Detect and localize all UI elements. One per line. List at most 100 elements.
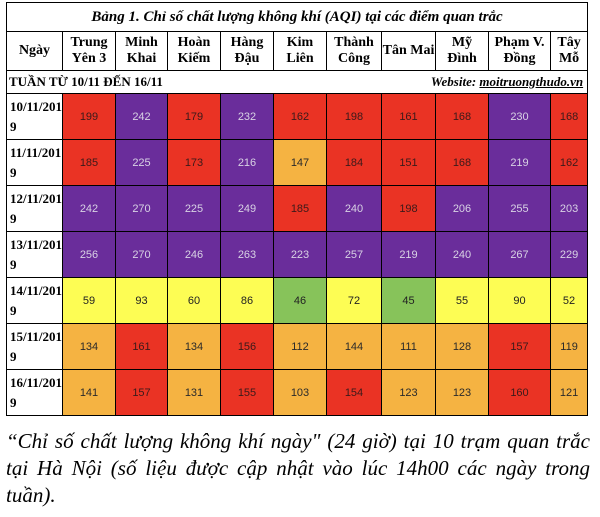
week-label: TUẦN TỪ 10/11 ĐẾN 16/11 (6, 70, 327, 94)
aqi-cell: 144 (326, 323, 382, 370)
website-label: Website: (430, 74, 477, 89)
aqi-cell: 128 (435, 323, 489, 370)
header-date: Ngày (6, 31, 63, 71)
aqi-cell: 154 (326, 369, 382, 416)
aqi-cell: 141 (62, 369, 116, 416)
aqi-cell: 230 (488, 93, 551, 140)
aqi-cell: 103 (273, 369, 327, 416)
header-station: Tân Mai (381, 31, 436, 71)
aqi-table: Bảng 1. Chỉ số chất lượng không khí (AQI… (5, 2, 589, 416)
header-row: Ngày Trung Yên 3 Minh Khai Hoàn Kiếm Hàng Đậ… (6, 31, 589, 71)
aqi-cell: 112 (273, 323, 327, 370)
table-caption: Bảng 1. Chỉ số chất lượng không khí (AQI… (5, 2, 589, 32)
aqi-cell: 45 (381, 277, 436, 324)
week-row: TUẦN TỪ 10/11 ĐẾN 16/11 Website: moitruo… (6, 70, 589, 94)
table-row: 11/11/2019 185 225 173 216 147 184 151 168 219 162 (6, 139, 589, 186)
aqi-cell: 147 (273, 139, 327, 186)
aqi-cell: 249 (220, 185, 274, 232)
website-cell: Website: moitruongthudo.vn (326, 70, 589, 94)
aqi-cell: 225 (115, 139, 168, 186)
aqi-cell: 131 (167, 369, 221, 416)
date-cell: 11/11/2019 (6, 139, 63, 186)
aqi-cell: 93 (115, 277, 168, 324)
aqi-cell: 173 (167, 139, 221, 186)
aqi-cell: 225 (167, 185, 221, 232)
date-cell: 14/11/2019 (6, 277, 63, 324)
aqi-cell: 121 (549, 369, 589, 416)
header-station: Thành Công (326, 31, 382, 71)
date-cell: 15/11/2019 (6, 323, 63, 370)
aqi-cell: 242 (115, 93, 168, 140)
aqi-cell: 134 (167, 323, 221, 370)
aqi-cell: 185 (62, 139, 116, 186)
date-cell: 13/11/2019 (6, 231, 63, 278)
aqi-cell: 179 (167, 93, 221, 140)
aqi-cell: 223 (273, 231, 327, 278)
aqi-cell: 185 (273, 185, 327, 232)
aqi-cell: 242 (62, 185, 116, 232)
aqi-cell: 240 (326, 185, 382, 232)
aqi-cell: 160 (488, 369, 551, 416)
aqi-cell: 123 (435, 369, 489, 416)
aqi-cell: 168 (435, 139, 489, 186)
aqi-cell: 151 (381, 139, 436, 186)
aqi-cell: 168 (435, 93, 489, 140)
header-station: Hàng Đậu (220, 31, 274, 71)
aqi-cell: 232 (220, 93, 274, 140)
header-station: Trung Yên 3 (62, 31, 116, 71)
aqi-cell: 161 (115, 323, 168, 370)
aqi-cell: 203 (549, 185, 589, 232)
aqi-cell: 219 (488, 139, 551, 186)
date-cell: 16/11/2019 (6, 369, 63, 416)
aqi-cell: 219 (381, 231, 436, 278)
aqi-cell: 199 (62, 93, 116, 140)
aqi-cell: 155 (220, 369, 274, 416)
aqi-cell: 59 (62, 277, 116, 324)
aqi-cell: 134 (62, 323, 116, 370)
aqi-cell: 256 (62, 231, 116, 278)
aqi-cell: 55 (435, 277, 489, 324)
aqi-cell: 168 (549, 93, 589, 140)
table-row: 13/11/2019 256 270 246 263 223 257 219 240 267 229 (6, 231, 589, 278)
header-station: Hoàn Kiếm (167, 31, 221, 71)
aqi-cell: 206 (435, 185, 489, 232)
aqi-cell: 229 (549, 231, 589, 278)
table-row: 16/11/2019 141 157 131 155 103 154 123 123 160 121 (6, 369, 589, 416)
aqi-cell: 86 (220, 277, 274, 324)
aqi-cell: 184 (326, 139, 382, 186)
aqi-cell: 162 (549, 139, 589, 186)
header-station: Phạm V. Đồng (488, 31, 551, 71)
aqi-cell: 156 (220, 323, 274, 370)
aqi-cell: 216 (220, 139, 274, 186)
aqi-cell: 161 (381, 93, 436, 140)
header-station: Tây Mỗ (549, 31, 589, 71)
aqi-cell: 246 (167, 231, 221, 278)
aqi-cell: 119 (549, 323, 589, 370)
aqi-cell: 52 (549, 277, 589, 324)
aqi-cell: 198 (326, 93, 382, 140)
table-row: 14/11/2019 59 93 60 86 46 72 45 55 90 52 (6, 277, 589, 324)
aqi-cell: 240 (435, 231, 489, 278)
caption-row: Bảng 1. Chỉ số chất lượng không khí (AQI… (5, 2, 589, 32)
website-link[interactable]: moitruongthudo.vn (479, 74, 584, 89)
header-station: Minh Khai (115, 31, 168, 71)
date-cell: 12/11/2019 (6, 185, 63, 232)
aqi-cell: 90 (488, 277, 551, 324)
header-station: Kim Liên (273, 31, 327, 71)
aqi-cell: 198 (381, 185, 436, 232)
aqi-cell: 263 (220, 231, 274, 278)
aqi-cell: 123 (381, 369, 436, 416)
table-row: 12/11/2019 242 270 225 249 185 240 198 206 255 203 (6, 185, 589, 232)
aqi-cell: 46 (273, 277, 327, 324)
aqi-cell: 270 (115, 185, 168, 232)
table-row: 15/11/2019 134 161 134 156 112 144 111 128 157 119 (6, 323, 589, 370)
aqi-cell: 257 (326, 231, 382, 278)
header-station: Mỹ Đình (435, 31, 489, 71)
aqi-cell: 267 (488, 231, 551, 278)
aqi-cell: 162 (273, 93, 327, 140)
aqi-cell: 157 (115, 369, 168, 416)
footnote: “Chỉ số chất lượng không khí ngày" (24 g… (6, 429, 590, 507)
aqi-cell: 60 (167, 277, 221, 324)
aqi-cell: 255 (488, 185, 551, 232)
